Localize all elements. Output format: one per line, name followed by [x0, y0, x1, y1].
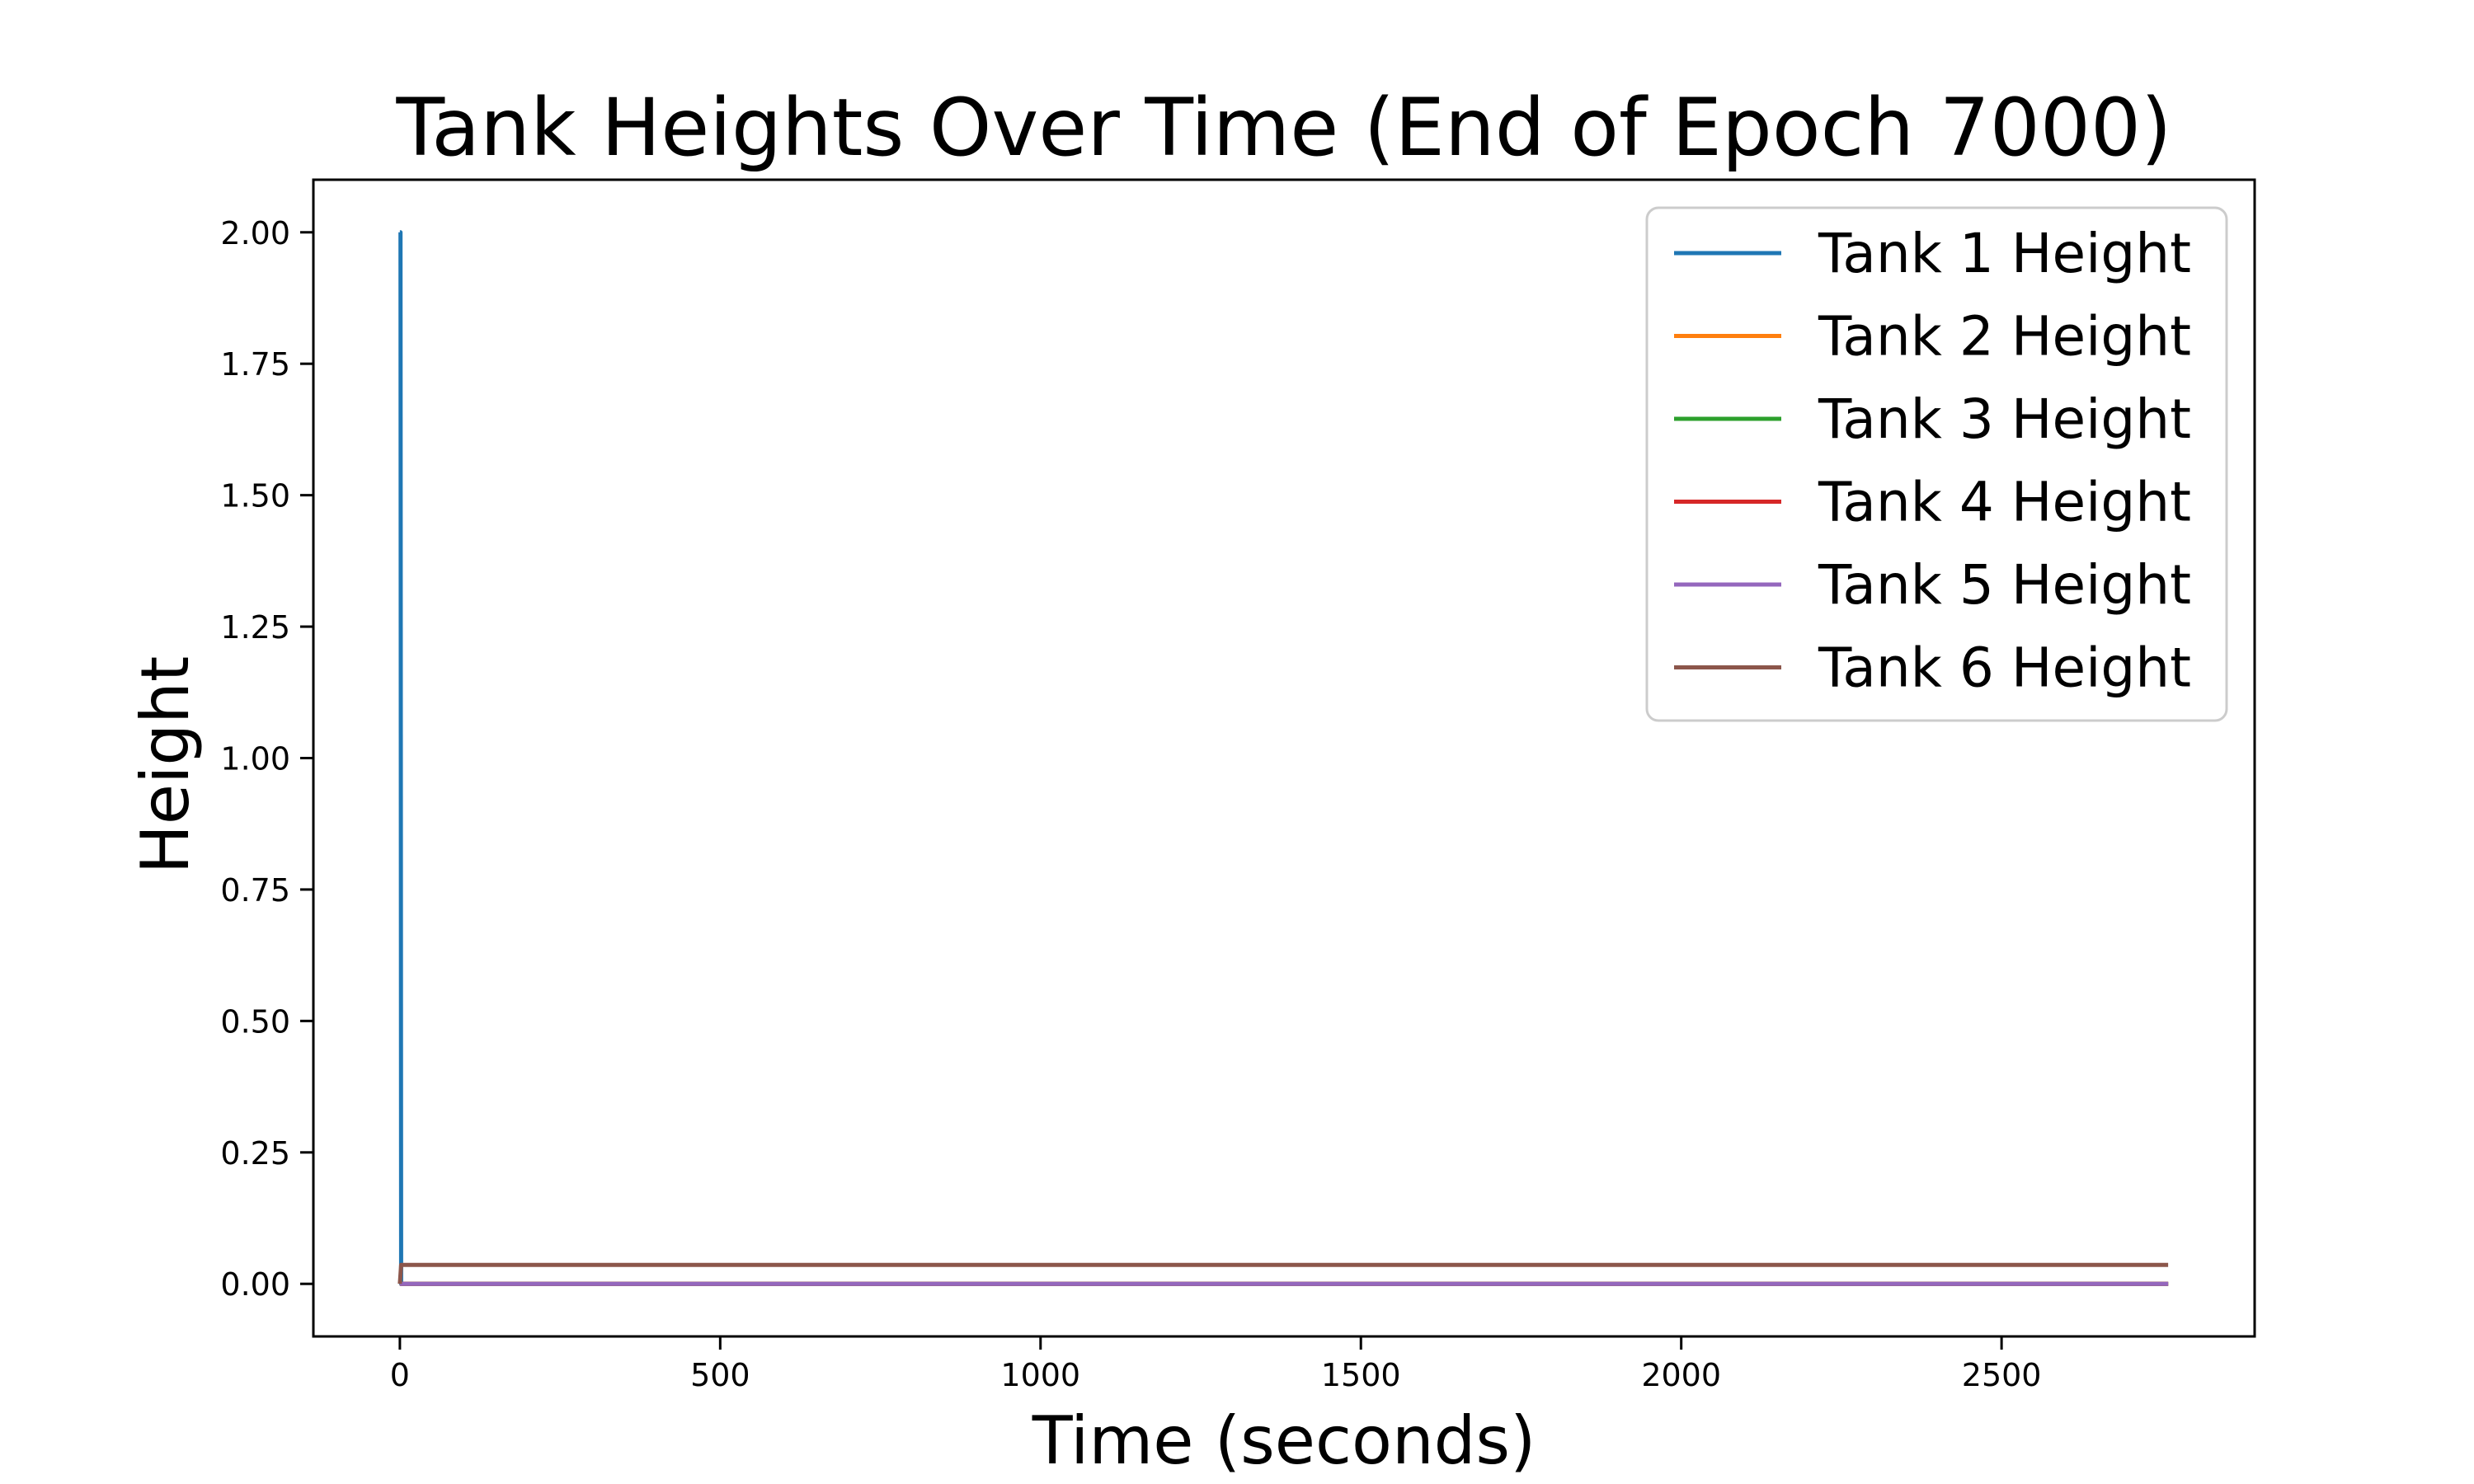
x-axis-ticks: 0 500 1000 1500 2000 2500: [390, 1336, 2042, 1393]
y-tick-label: 1.00: [220, 741, 290, 777]
y-axis-label: Height: [127, 656, 204, 874]
y-tick-label: 0.50: [220, 1003, 290, 1040]
y-tick-label: 0.00: [220, 1266, 290, 1303]
legend-box: [1645, 206, 2228, 722]
y-axis-ticks: 0.00 0.25 0.50 0.75 1.00 1.25 1.50 1.75 2.00: [220, 215, 313, 1303]
legend-entries: Tank 1 Height Tank 2 Height Tank 3 Height T…: [1674, 222, 2191, 700]
y-tick-label: 1.50: [220, 478, 290, 514]
legend-label-tank-5: Tank 5 Height: [1818, 553, 2191, 617]
x-tick-label: 1000: [1000, 1357, 1080, 1393]
legend-label-tank-6: Tank 6 Height: [1818, 636, 2191, 700]
x-tick-label: 2000: [1641, 1357, 1721, 1393]
legend-label-tank-3: Tank 3 Height: [1818, 387, 2191, 451]
legend-label-tank-1: Tank 1 Height: [1818, 222, 2191, 285]
series-line-tank-6: [397, 1262, 2169, 1284]
x-tick-label: 0: [390, 1357, 410, 1393]
x-tick-label: 1500: [1321, 1357, 1401, 1393]
y-tick-label: 0.75: [220, 872, 290, 909]
x-axis-label: Time (seconds): [1032, 1402, 1536, 1479]
legend: Tank 1 Height Tank 2 Height Tank 3 Height T…: [1645, 206, 2228, 722]
y-tick-label: 2.00: [220, 215, 290, 251]
series-layer: [397, 230, 2169, 1286]
x-tick-label: 500: [690, 1357, 750, 1393]
legend-label-tank-4: Tank 4 Height: [1818, 471, 2191, 534]
legend-label-tank-2: Tank 2 Height: [1818, 305, 2191, 369]
y-tick-label: 1.25: [220, 609, 290, 646]
y-tick-label: 0.25: [220, 1135, 290, 1172]
y-tick-label: 1.75: [220, 346, 290, 383]
x-tick-label: 2500: [1962, 1357, 2042, 1393]
chart-title: Tank Heights Over Time (End of Epoch 700…: [396, 82, 2172, 174]
